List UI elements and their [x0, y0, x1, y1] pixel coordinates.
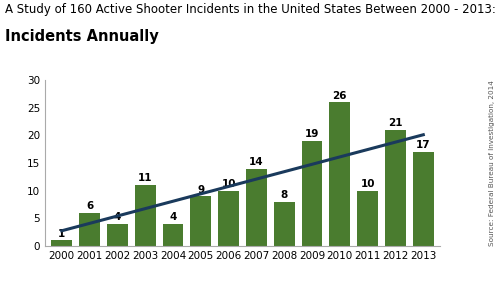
Text: A Study of 160 Active Shooter Incidents in the United States Between 2000 - 2013: A Study of 160 Active Shooter Incidents …: [5, 3, 496, 16]
Text: 21: 21: [388, 118, 402, 128]
Bar: [274, 202, 294, 246]
Text: 1: 1: [58, 229, 66, 239]
Text: 10: 10: [360, 179, 375, 189]
Bar: [330, 102, 350, 246]
Bar: [246, 168, 267, 246]
Text: 6: 6: [86, 201, 93, 211]
Bar: [413, 152, 434, 246]
Text: 19: 19: [305, 129, 319, 139]
Text: 11: 11: [138, 174, 152, 184]
Text: 10: 10: [222, 179, 236, 189]
Bar: [107, 224, 128, 246]
Text: 17: 17: [416, 140, 430, 150]
Text: 14: 14: [249, 157, 264, 167]
Bar: [134, 185, 156, 246]
Text: 4: 4: [114, 212, 121, 222]
Bar: [357, 191, 378, 246]
Text: 8: 8: [280, 190, 288, 200]
Bar: [162, 224, 184, 246]
Bar: [385, 130, 406, 246]
Text: 26: 26: [332, 91, 347, 101]
Bar: [52, 241, 72, 246]
Bar: [79, 213, 100, 246]
Text: Incidents Annually: Incidents Annually: [5, 29, 159, 43]
Bar: [218, 191, 239, 246]
Bar: [190, 196, 211, 246]
Bar: [302, 141, 322, 246]
Text: Source: Federal Bureau of Investigation, 2014: Source: Federal Bureau of Investigation,…: [489, 80, 495, 246]
Text: 4: 4: [170, 212, 176, 222]
Text: 9: 9: [197, 184, 204, 194]
